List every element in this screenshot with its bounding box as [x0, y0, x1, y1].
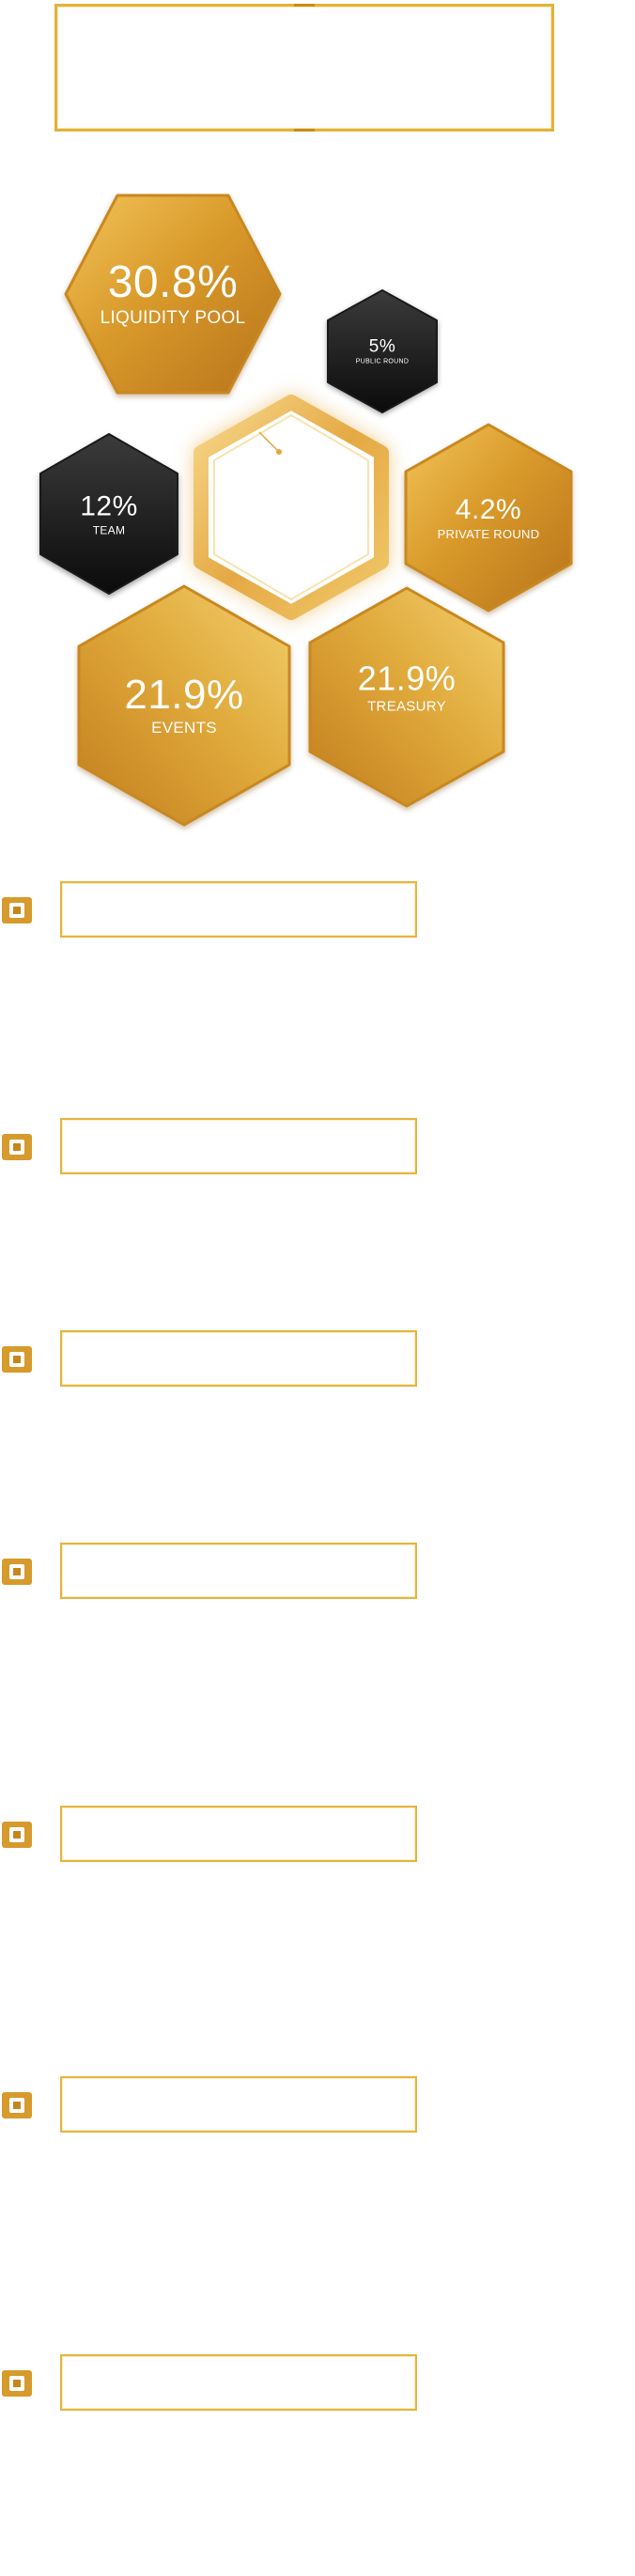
allocation-percent: 4.2% — [455, 493, 522, 525]
list-item — [0, 881, 635, 938]
content-frame — [60, 1543, 417, 1599]
content-frame — [60, 1806, 417, 1862]
content-frame — [60, 2076, 417, 2133]
allocation-hex-liquidity-pool: 30.8% LIQUIDITY POOL — [62, 190, 284, 398]
allocation-label: LIQUIDITY POOL — [100, 308, 246, 329]
list-item — [0, 1806, 635, 1862]
gold-square-icon — [0, 2090, 34, 2120]
allocation-label: TREASURY — [367, 698, 446, 715]
gold-square-icon — [0, 2368, 34, 2398]
allocation-hex-events: 21.9% EVENTS — [75, 582, 293, 829]
gold-square-icon — [0, 1132, 34, 1162]
list-item — [0, 1330, 635, 1387]
content-frame — [60, 881, 417, 938]
allocation-hex-treasury: 21.9% TREASURY — [306, 584, 507, 810]
allocation-hex-team: 12% TEAM — [36, 430, 182, 597]
allocation-percent: 30.8% — [107, 256, 239, 307]
list-item — [0, 1118, 635, 1174]
list-item — [0, 2076, 635, 2133]
allocation-label: PUBLIC ROUND — [355, 358, 410, 365]
token-allocation-cluster: 30.8% LIQUIDITY POOL 5% PUBLIC ROUND 12%… — [0, 178, 635, 855]
gold-square-icon — [0, 1344, 34, 1374]
content-frame — [60, 2354, 417, 2411]
allocation-hex-public-round: 5% PUBLIC ROUND — [323, 287, 441, 415]
allocation-percent: 5% — [368, 336, 396, 357]
list-item — [0, 1543, 635, 1599]
allocation-hex-private-round: 4.2% PRIVATE ROUND — [402, 421, 575, 614]
allocation-label: EVENTS — [151, 719, 217, 737]
gold-square-icon — [0, 1557, 34, 1587]
allocation-label: PRIVATE ROUND — [437, 526, 540, 541]
allocation-percent: 12% — [80, 490, 138, 522]
gold-square-icon — [0, 895, 34, 925]
header-frame — [54, 4, 554, 132]
gold-square-icon — [0, 1820, 34, 1850]
allocation-percent: 21.9% — [124, 671, 244, 718]
content-frame — [60, 1118, 417, 1174]
content-frame — [60, 1330, 417, 1387]
list-item — [0, 2354, 635, 2411]
allocation-label: TEAM — [92, 522, 126, 536]
allocation-percent: 21.9% — [357, 659, 457, 698]
center-hexagon-ring-icon — [192, 395, 391, 620]
